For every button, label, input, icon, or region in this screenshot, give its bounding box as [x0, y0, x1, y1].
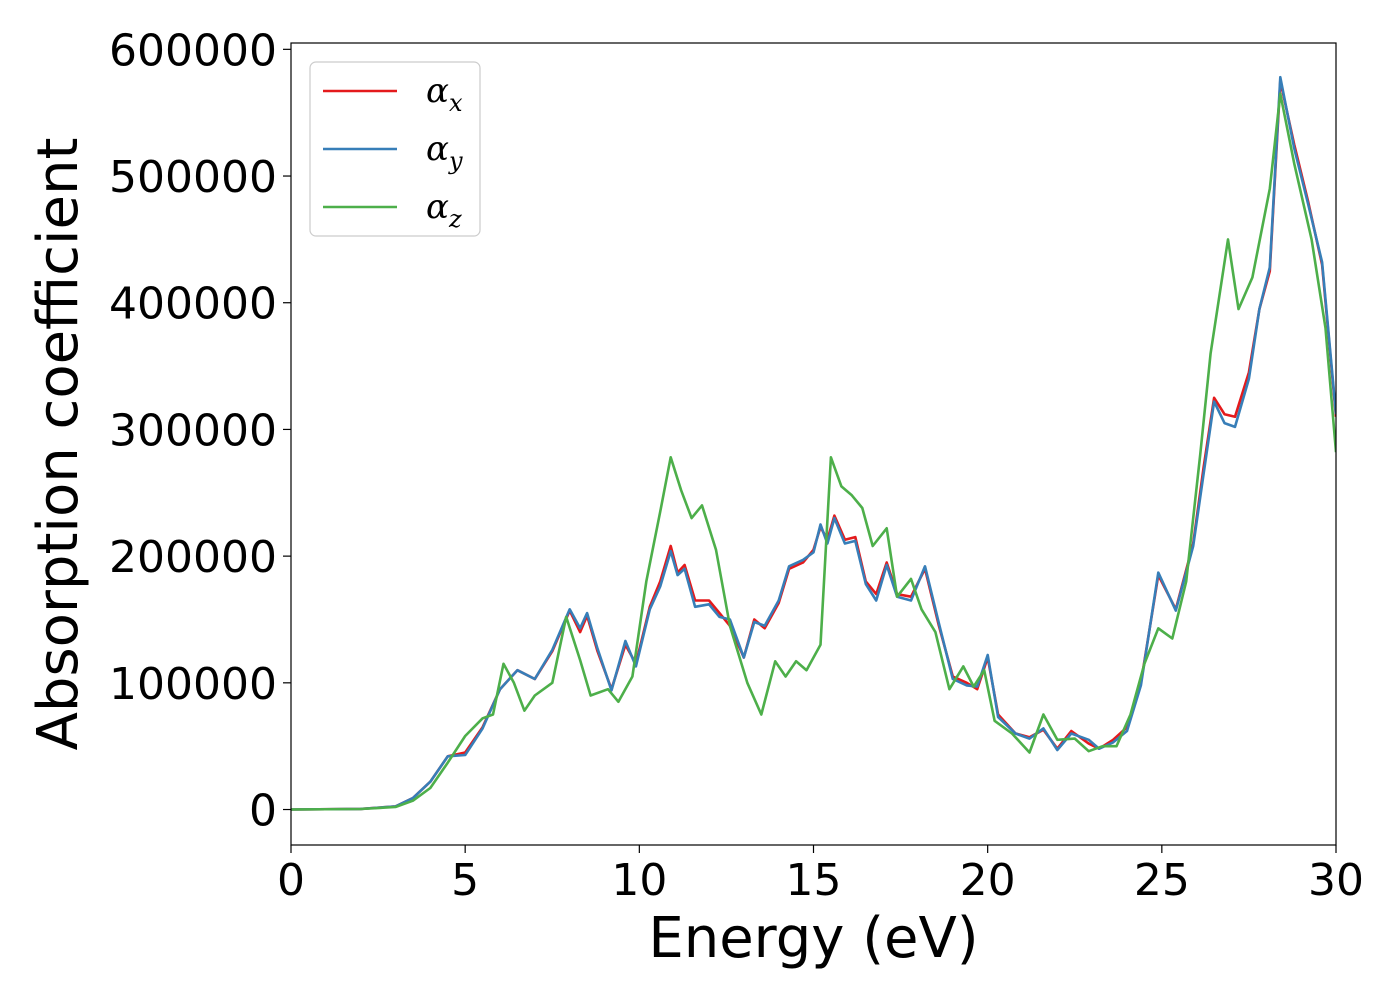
- y-tick-label: 0: [249, 786, 277, 837]
- y-tick-label: 600000: [109, 25, 277, 76]
- legend-subscript: x: [449, 89, 463, 117]
- x-tick-label: 5: [451, 855, 479, 906]
- x-tick-label: 30: [1308, 855, 1364, 906]
- series-line-z: [291, 92, 1336, 811]
- x-tick-label: 0: [277, 855, 305, 906]
- legend-subscript: z: [448, 205, 462, 233]
- y-tick-label: 500000: [109, 152, 277, 203]
- tick-layer: 0 5 10 15 20 25 30 0 100000 200000 300000 400000 500…: [109, 25, 1364, 906]
- x-tick-label: 15: [786, 855, 842, 906]
- y-tick-label: 200000: [109, 532, 277, 583]
- x-tick-label: 20: [960, 855, 1016, 906]
- x-axis-title: Energy (eV): [648, 906, 978, 971]
- series-layer: [291, 75, 1336, 811]
- y-tick-label: 400000: [109, 279, 277, 330]
- legend-label-z: αz: [426, 187, 462, 233]
- series-line-y: [291, 75, 1336, 811]
- legend-subscript: y: [448, 147, 463, 175]
- y-axis-title: Absorption coefficient: [26, 138, 91, 751]
- x-tick-label: 25: [1134, 855, 1190, 906]
- x-tick-label: 10: [611, 855, 667, 906]
- y-tick-label: 100000: [109, 659, 277, 710]
- y-tick-label: 300000: [109, 405, 277, 456]
